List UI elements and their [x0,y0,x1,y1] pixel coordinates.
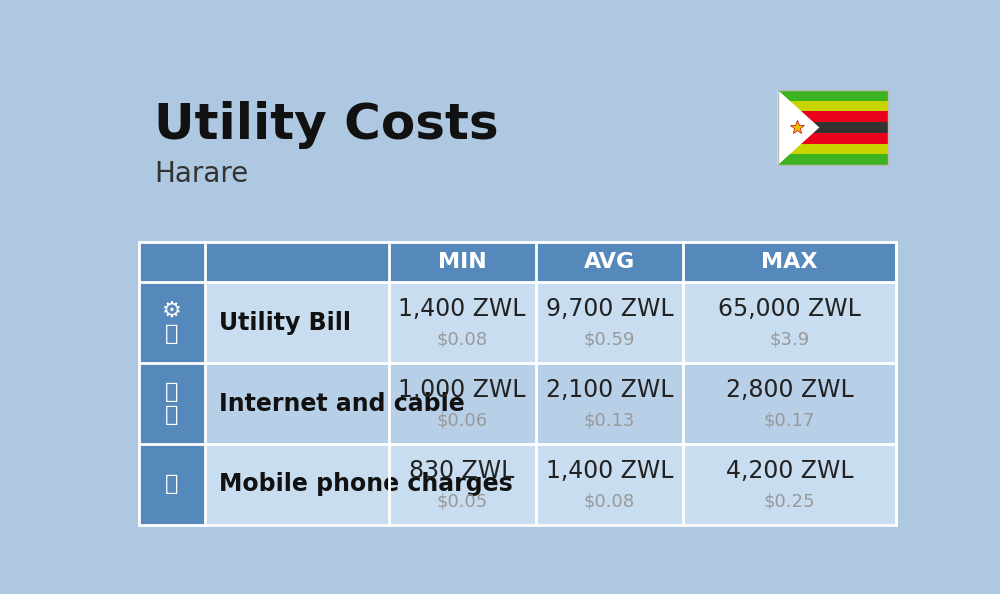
Text: 1,400 ZWL: 1,400 ZWL [546,459,673,482]
Text: 65,000 ZWL: 65,000 ZWL [718,297,861,321]
Text: Utility Bill: Utility Bill [219,311,351,334]
Text: $0.08: $0.08 [584,492,635,510]
Text: $0.06: $0.06 [437,412,488,429]
Text: Utility Costs: Utility Costs [154,100,499,148]
FancyBboxPatch shape [778,100,888,111]
FancyBboxPatch shape [139,282,896,363]
FancyBboxPatch shape [139,363,896,444]
Text: 2,100 ZWL: 2,100 ZWL [546,378,673,402]
FancyBboxPatch shape [778,154,888,165]
FancyBboxPatch shape [778,133,888,144]
Text: MIN: MIN [438,252,486,272]
FancyBboxPatch shape [139,444,896,525]
Text: $0.13: $0.13 [584,412,635,429]
Text: $0.08: $0.08 [437,331,488,349]
FancyBboxPatch shape [139,363,205,444]
Polygon shape [778,90,819,165]
Text: 1,400 ZWL: 1,400 ZWL [398,297,526,321]
Text: AVG: AVG [584,252,635,272]
Text: 2,800 ZWL: 2,800 ZWL [726,378,853,402]
Text: $0.25: $0.25 [764,492,815,510]
FancyBboxPatch shape [778,111,888,122]
Text: $3.9: $3.9 [769,331,810,349]
FancyBboxPatch shape [778,144,888,154]
FancyBboxPatch shape [139,282,205,363]
Text: 📶
🖨: 📶 🖨 [165,382,179,425]
Text: ⚙
🔌: ⚙ 🔌 [162,301,182,345]
Text: 1,000 ZWL: 1,000 ZWL [398,378,526,402]
FancyBboxPatch shape [778,90,888,100]
Text: Mobile phone charges: Mobile phone charges [219,472,513,497]
FancyBboxPatch shape [139,242,896,282]
FancyBboxPatch shape [139,444,205,525]
Text: $0.59: $0.59 [584,331,635,349]
Text: Internet and cable: Internet and cable [219,391,465,416]
Text: $0.05: $0.05 [436,492,488,510]
Text: $0.17: $0.17 [764,412,815,429]
FancyBboxPatch shape [778,122,888,133]
Text: 9,700 ZWL: 9,700 ZWL [546,297,673,321]
Text: MAX: MAX [761,252,818,272]
Text: 4,200 ZWL: 4,200 ZWL [726,459,853,482]
Text: 830 ZWL: 830 ZWL [409,459,515,482]
Text: 📱: 📱 [165,475,179,494]
Text: Harare: Harare [154,160,249,188]
